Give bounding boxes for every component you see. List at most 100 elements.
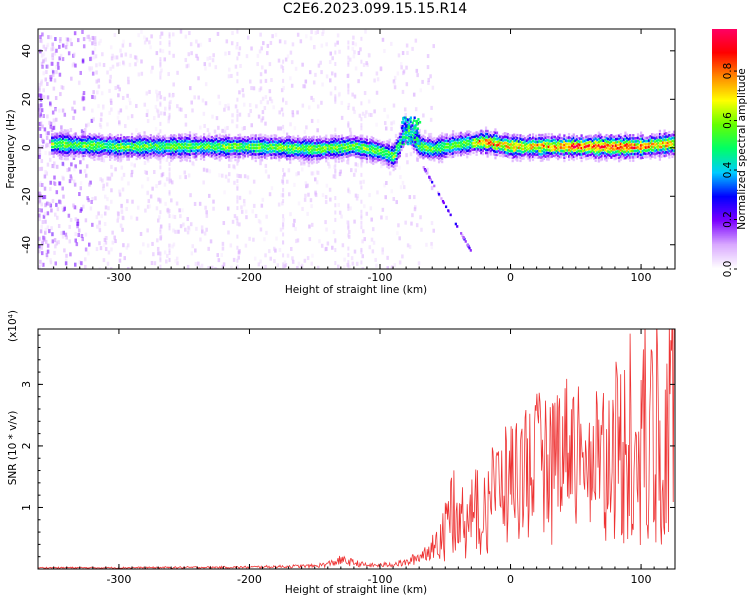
ridge-cell (420, 151, 423, 155)
speckle-cell (306, 183, 309, 188)
speckle-cell (79, 181, 83, 186)
ridge-cell (379, 142, 383, 146)
colorbar-band (712, 157, 737, 160)
ridge-cell (646, 142, 649, 146)
ridge-cell (300, 145, 303, 148)
speckle-cell (312, 80, 316, 85)
speckle-cell (399, 124, 403, 129)
ridge-cell (392, 165, 395, 169)
ridge-cell (115, 141, 118, 145)
ridge-cell (372, 159, 375, 162)
ridge-cell (93, 148, 96, 152)
ridge-cell (528, 155, 532, 159)
speckle-cell (310, 204, 313, 209)
ridge-cell (119, 159, 123, 162)
speckle-cell (401, 89, 405, 94)
ridge-cell (160, 137, 163, 140)
speckle-cell (259, 259, 262, 264)
speckle-cell (272, 246, 276, 251)
speckle-cell (269, 256, 272, 261)
ridge-cell (193, 133, 196, 137)
ridge-cell (202, 133, 206, 136)
ridge-cell (98, 148, 101, 152)
ridge-cell (480, 132, 483, 136)
speckle-cell (423, 129, 427, 134)
ridge-cell (456, 147, 459, 151)
ridge-cell (160, 155, 163, 159)
ridge-cell (284, 149, 287, 153)
speckle-cell (44, 227, 48, 232)
ridge-cell (51, 136, 54, 140)
ridge-cell (650, 148, 654, 152)
ridge-cell (303, 136, 306, 140)
ridge-cell (317, 138, 320, 141)
ridge-cell (187, 143, 190, 147)
ridge-cell (574, 148, 577, 152)
ridge-cell (259, 152, 262, 156)
speckle-cell (181, 208, 184, 213)
ridge-cell (373, 154, 376, 157)
ridge-cell (177, 136, 181, 140)
ridge-cell (621, 155, 624, 159)
ridge-cell (353, 134, 356, 138)
speckle-cell (248, 79, 252, 84)
ridge-cell (614, 153, 618, 157)
ridge-cell (663, 138, 666, 142)
speckle-cell (116, 218, 119, 223)
ridge-cell (547, 154, 550, 158)
ridge-cell (542, 147, 546, 151)
speckle-cell (225, 39, 229, 44)
tail-cell (462, 236, 465, 240)
ridge-cell (72, 133, 76, 136)
ridge-cell (494, 128, 497, 131)
ridge-cell (326, 137, 329, 141)
speckle-cell (151, 241, 154, 246)
speckle-cell (53, 164, 56, 169)
ridge-cell (657, 135, 660, 139)
speckle-cell (241, 126, 245, 131)
speckle-cell (325, 227, 328, 232)
ridge-cell (593, 151, 596, 154)
ridge-cell (553, 154, 557, 158)
ridge-cell (495, 140, 499, 144)
ridge-cell (522, 147, 525, 151)
ridge-cell (217, 140, 220, 143)
ridge-cell (452, 139, 455, 143)
ridge-cell (154, 137, 157, 140)
ridge-cell (378, 158, 381, 162)
colorbar-band (712, 255, 737, 258)
speckle-cell (46, 211, 50, 216)
ridge-cell (583, 155, 586, 158)
ridge-cell (246, 139, 250, 142)
ridge-cell (184, 136, 187, 139)
ridge-cell (370, 139, 373, 142)
ridge-cell (88, 136, 91, 139)
ridge-cell (539, 149, 542, 153)
ridge-cell (635, 146, 638, 150)
ridge-cell (369, 147, 372, 151)
ridge-cell (525, 139, 528, 143)
ridge-cell (549, 149, 552, 152)
colorbar-band (712, 187, 737, 190)
speckle-cell (264, 264, 267, 269)
ridge-cell (571, 156, 574, 160)
ridge-cell (558, 139, 561, 143)
ridge-cell (411, 130, 414, 134)
speckle-cell (130, 162, 133, 167)
speckle-cell (297, 171, 300, 176)
ridge-cell (168, 146, 171, 149)
ridge-cell (475, 146, 478, 150)
ridge-cell (434, 154, 438, 158)
spike-cell (403, 127, 406, 130)
ridge-cell (215, 137, 218, 141)
speckle-cell (232, 257, 236, 262)
speckle-cell (385, 215, 388, 220)
speckle-cell (46, 249, 50, 254)
ridge-cell (611, 148, 615, 151)
ridge-cell (605, 149, 608, 153)
speckle-cell (95, 247, 99, 252)
ridge-cell (270, 147, 273, 150)
ridge-cell (535, 150, 538, 153)
speckle-cell (163, 96, 166, 101)
speckle-cell (95, 79, 98, 84)
